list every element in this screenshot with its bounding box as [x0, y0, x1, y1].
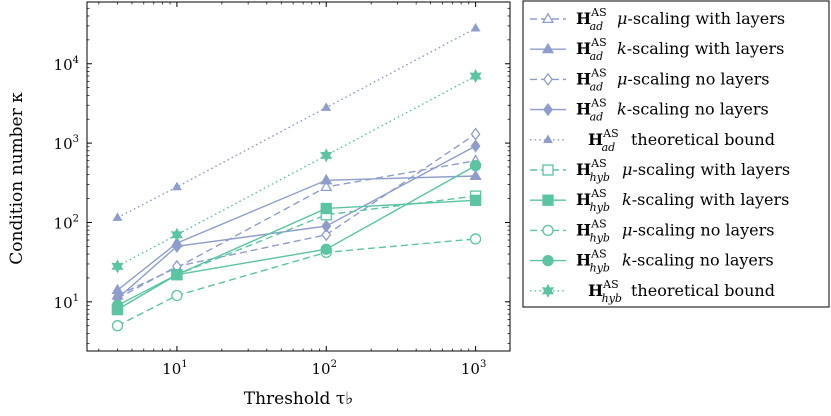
series-8 [111, 233, 482, 332]
legend-marker [541, 12, 555, 24]
legend-marker [542, 194, 554, 206]
legend-marker [541, 42, 555, 54]
y-tick-label: 101 [54, 293, 79, 312]
legend-entry: HAS hyb theoretical bound [530, 278, 775, 305]
legend-entry: HAS hyb k-scaling with layers [530, 187, 789, 214]
data-point [321, 219, 332, 233]
series-9 [111, 159, 482, 312]
legend-entry: HAS hyb μ-scaling with layers [530, 157, 790, 184]
series-5 [112, 22, 481, 221]
series-line [117, 133, 476, 300]
plot-frame [86, 1, 511, 352]
data-point [171, 181, 182, 191]
x-axis-label: Threshold τ♭ [244, 389, 354, 409]
data-point [171, 268, 183, 281]
series-line [117, 165, 476, 307]
legend-marker [543, 103, 553, 117]
data-point [321, 228, 332, 242]
legend-marker [541, 283, 555, 298]
x-tick-label: 102 [312, 359, 337, 378]
data-point [470, 22, 481, 32]
legend-label: HAS ad μ-scaling no layers [576, 66, 769, 93]
legend-marker [542, 164, 554, 176]
x-tick-label: 103 [461, 359, 486, 378]
data-point [469, 68, 482, 84]
x-tick-label: 101 [162, 359, 187, 378]
minor-ticks [87, 2, 510, 351]
legend-entry: HAS ad μ-scaling with layers [530, 6, 785, 33]
y-tick-label: 102 [54, 213, 79, 232]
legend-label: HAS hyb k-scaling no layers [576, 248, 774, 275]
legend-marker [542, 224, 554, 237]
series-2 [111, 169, 482, 295]
series-4 [112, 139, 481, 306]
data-point [320, 180, 333, 192]
series-line [117, 145, 476, 300]
legend-entry: HAS ad μ-scaling no layers [530, 66, 769, 93]
legend-label: HAS ad theoretical bound [588, 127, 775, 154]
data-point [320, 173, 333, 185]
y-tick-label: 103 [54, 134, 79, 153]
legend-marker [543, 134, 553, 144]
data-point [321, 102, 332, 111]
legend-label: HAS hyb theoretical bound [588, 278, 775, 305]
series-layer [111, 22, 482, 332]
legend: HAS ad μ-scaling with layers HAS ad k-scaling… [522, 0, 830, 308]
data-point [469, 233, 482, 245]
legend-label: HAS ad k-scaling with layers [576, 36, 784, 63]
series-line [117, 175, 476, 291]
legend-label: HAS hyb μ-scaling no layers [576, 217, 774, 244]
data-point [170, 227, 184, 242]
legend-label: HAS hyb k-scaling with layers [576, 187, 789, 214]
y-axis-label: Condition number κ [7, 92, 27, 265]
data-point [112, 212, 123, 221]
legend-entry: HAS ad k-scaling with layers [530, 36, 784, 63]
data-point [469, 169, 482, 181]
axes: 101 102 103 101 102 103 104 Threshold τ♭ Conditi… [7, 1, 511, 409]
series-3 [112, 127, 481, 306]
y-tick-label: 104 [54, 55, 79, 74]
legend-marker [543, 72, 553, 86]
data-point [171, 239, 182, 253]
legend-label: HAS ad μ-scaling with layers [576, 6, 785, 33]
legend-label: HAS hyb μ-scaling with layers [576, 157, 790, 184]
series-line [117, 195, 476, 311]
data-point [111, 299, 124, 312]
series-line [117, 199, 476, 311]
data-point [470, 139, 481, 153]
data-point [469, 194, 482, 206]
data-point [111, 320, 124, 332]
series-line [117, 27, 476, 219]
series-line [117, 238, 476, 327]
series-line [117, 160, 476, 297]
legend-entry: HAS ad theoretical bound [530, 127, 775, 154]
legend-box [522, 0, 830, 308]
series-10 [111, 68, 482, 274]
legend-label: HAS ad k-scaling no layers [576, 97, 769, 124]
legend-entry: HAS ad k-scaling no layers [530, 97, 769, 124]
data-point [470, 127, 481, 141]
data-point [171, 289, 183, 302]
data-point [111, 259, 124, 274]
series-line [117, 75, 476, 267]
data-point [469, 159, 482, 172]
legend-marker [542, 254, 554, 267]
data-point [320, 243, 332, 255]
legend-entry: HAS hyb μ-scaling no layers [530, 217, 774, 244]
legend-entry: HAS hyb k-scaling no layers [530, 248, 774, 275]
series-6 [111, 190, 482, 316]
data-point [320, 202, 332, 215]
data-point [320, 148, 333, 163]
